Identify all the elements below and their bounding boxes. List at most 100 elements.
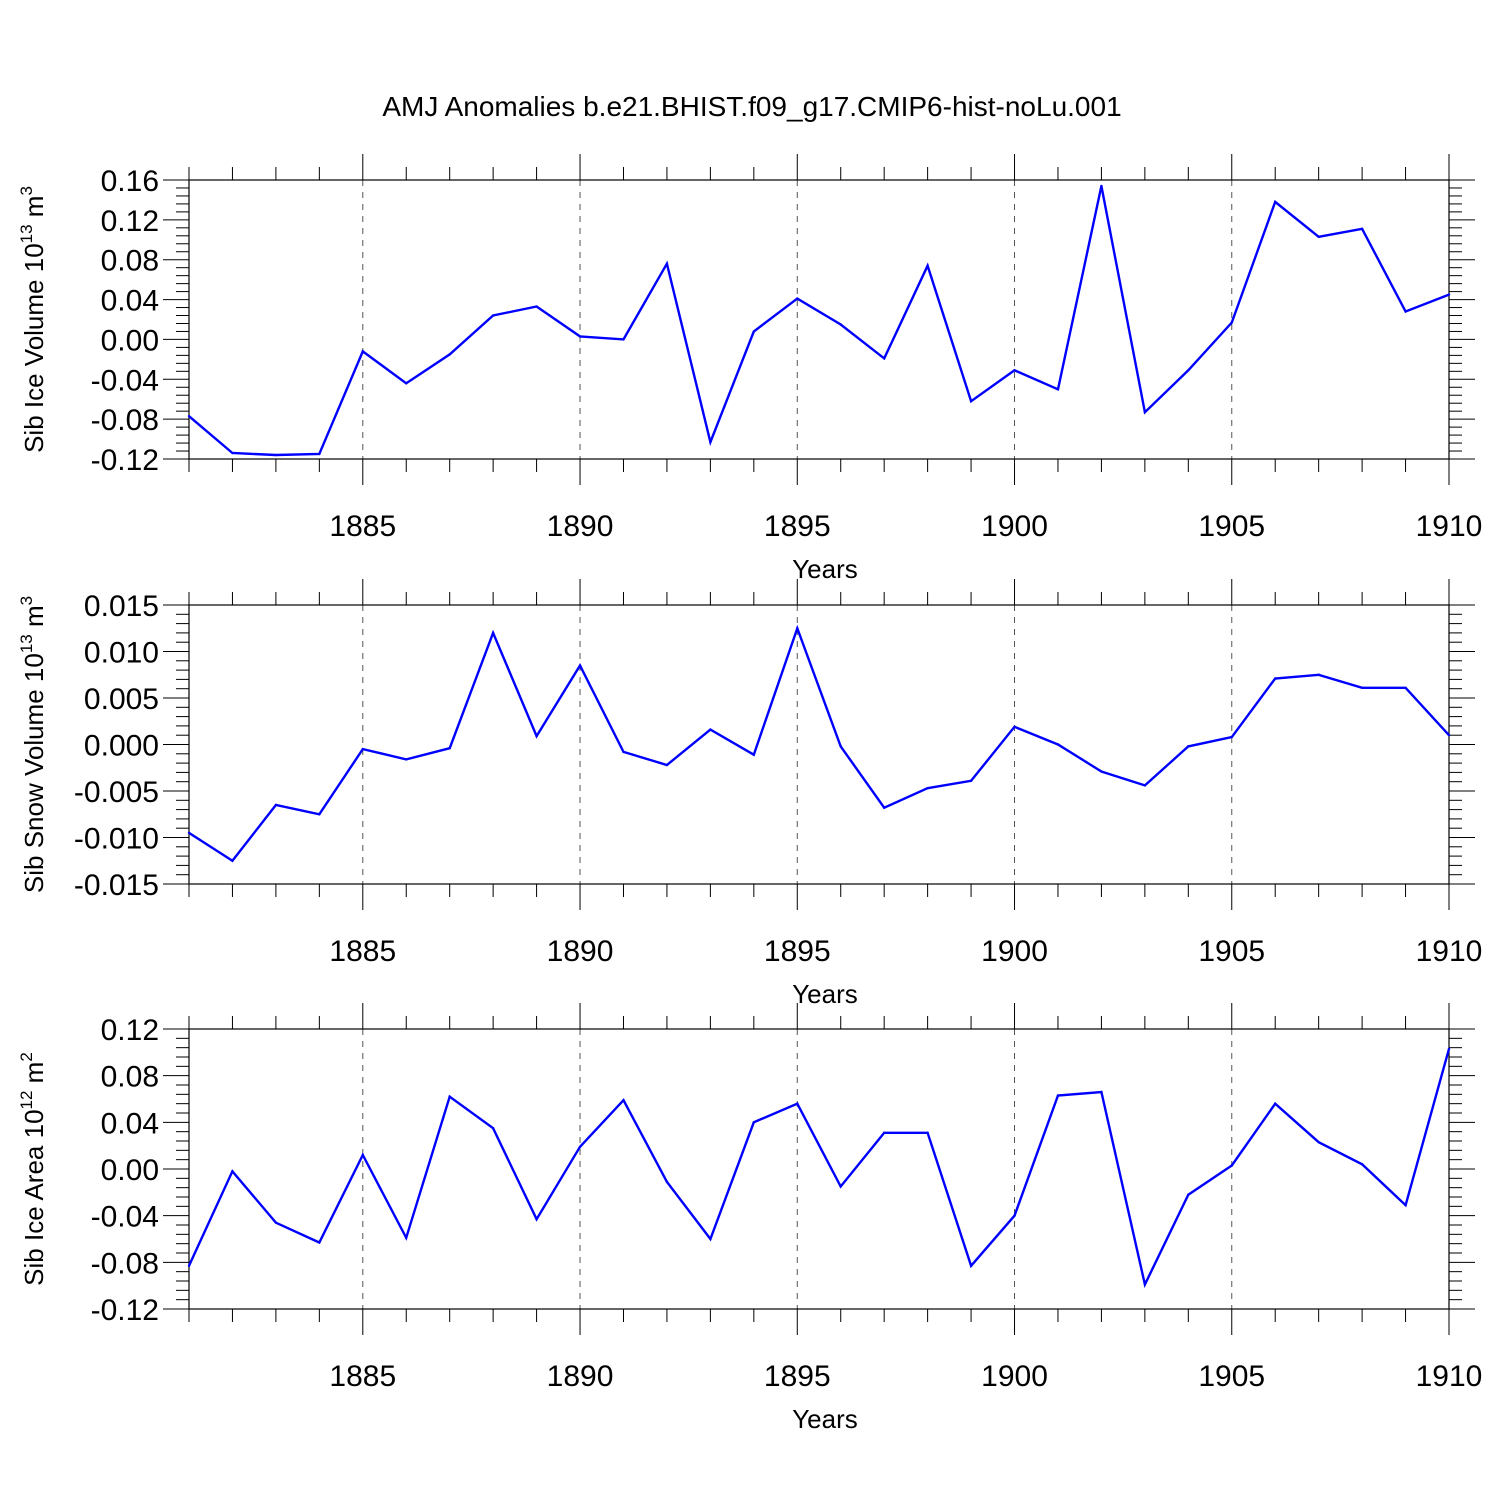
data-point bbox=[361, 1153, 364, 1157]
data-point bbox=[1317, 1140, 1320, 1144]
data-point bbox=[274, 803, 278, 807]
data-point bbox=[1274, 200, 1277, 204]
data-point bbox=[448, 1095, 451, 1098]
data-point bbox=[1230, 735, 1233, 739]
x-tick-label: 1885 bbox=[329, 1360, 396, 1393]
data-point bbox=[1056, 388, 1060, 391]
plot-frame bbox=[188, 1028, 1450, 1310]
data-point bbox=[926, 264, 929, 267]
data-point bbox=[1013, 725, 1016, 729]
data-point bbox=[709, 440, 712, 444]
data-point bbox=[839, 1185, 842, 1188]
data-point bbox=[535, 734, 538, 738]
data-point bbox=[839, 745, 842, 748]
data-point bbox=[796, 1102, 799, 1105]
x-tick-label: 1895 bbox=[764, 1360, 831, 1393]
data-point bbox=[1230, 1164, 1233, 1167]
data-point bbox=[1317, 235, 1320, 238]
figure-title: AMJ Anomalies b.e21.BHIST.f09_g17.CMIP6-… bbox=[382, 91, 1121, 122]
x-tick-label: 1905 bbox=[1198, 510, 1265, 543]
data-point bbox=[405, 758, 408, 761]
data-point bbox=[709, 1237, 712, 1241]
data-point bbox=[1404, 686, 1407, 689]
y-axis-label: Sib Snow Volume 1013 m3 bbox=[17, 596, 49, 893]
data-point bbox=[882, 806, 886, 809]
y-axis-label-exponent: 12 bbox=[17, 1091, 36, 1110]
data-point bbox=[1100, 770, 1103, 773]
data-point bbox=[231, 1170, 234, 1173]
data-point bbox=[622, 750, 625, 754]
y-tick-label: 0.04 bbox=[101, 1107, 159, 1140]
data-point bbox=[405, 1236, 408, 1240]
data-point bbox=[274, 453, 278, 457]
y-axis-label-exponent: 3 bbox=[17, 596, 36, 605]
data-point bbox=[839, 323, 842, 326]
data-point bbox=[274, 1221, 278, 1224]
y-tick-label: -0.04 bbox=[91, 1201, 159, 1234]
y-tick-label: -0.08 bbox=[91, 1247, 159, 1280]
y-tick-label: 0.12 bbox=[101, 1014, 159, 1047]
y-tick-label: -0.015 bbox=[74, 869, 159, 902]
data-point bbox=[231, 859, 234, 862]
data-point bbox=[709, 728, 712, 731]
data-point bbox=[796, 297, 799, 300]
y-axis-label-exponent: 2 bbox=[17, 1052, 36, 1061]
x-tick-label: 1910 bbox=[1416, 1360, 1483, 1393]
data-point bbox=[491, 631, 495, 635]
data-point bbox=[1056, 1094, 1060, 1097]
y-tick-label: 0.00 bbox=[101, 1154, 159, 1187]
y-axis-label: Sib Ice Volume 1013 m3 bbox=[17, 186, 49, 453]
data-point bbox=[1404, 1203, 1407, 1207]
y-tick-label: -0.12 bbox=[91, 444, 159, 477]
y-tick-label: -0.04 bbox=[91, 364, 159, 397]
data-point bbox=[318, 452, 321, 456]
data-point bbox=[1274, 677, 1277, 680]
series-line bbox=[187, 1048, 1451, 1289]
data-point bbox=[491, 1126, 495, 1130]
y-tick-label: -0.005 bbox=[74, 776, 159, 809]
data-point bbox=[1143, 784, 1147, 787]
y-tick-label: 0.12 bbox=[101, 205, 159, 238]
data-point bbox=[318, 813, 321, 816]
x-axis-label: Years bbox=[792, 1404, 858, 1434]
y-tick-label: 0.08 bbox=[101, 245, 159, 278]
y-axis-label-text: Sib Ice Area 10 bbox=[19, 1109, 49, 1285]
data-point bbox=[491, 314, 495, 317]
data-point bbox=[1317, 673, 1320, 676]
data-point bbox=[361, 350, 364, 353]
chart-panel-2: -0.015 -0.010 -0.005 0.000 0.005 0.010 0.015 18… bbox=[17, 579, 1482, 1009]
data-point bbox=[1143, 1283, 1147, 1286]
y-tick-label: 0.000 bbox=[84, 730, 159, 763]
data-point bbox=[665, 262, 669, 265]
x-tick-label: 1900 bbox=[981, 510, 1048, 543]
y-axis-label-exponent: 13 bbox=[17, 634, 36, 653]
data-point bbox=[1187, 369, 1190, 372]
data-point bbox=[752, 330, 756, 333]
data-point bbox=[1056, 743, 1060, 746]
x-tick-label: 1885 bbox=[329, 935, 396, 968]
y-tick-label: 0.08 bbox=[101, 1061, 159, 1094]
y-axis-label-text: Sib Ice Volume 10 bbox=[19, 243, 49, 453]
data-point bbox=[448, 747, 451, 750]
data-point bbox=[1447, 734, 1451, 737]
data-point bbox=[926, 787, 929, 790]
data-point bbox=[318, 1241, 321, 1244]
y-axis-label-text: m bbox=[19, 196, 49, 225]
x-tick-label: 1885 bbox=[329, 510, 396, 543]
data-point bbox=[578, 335, 582, 338]
data-point bbox=[535, 1217, 538, 1221]
y-tick-label: 0.16 bbox=[101, 165, 159, 198]
data-point bbox=[665, 763, 669, 767]
y-tick-label: -0.12 bbox=[91, 1294, 159, 1327]
plot-frame bbox=[188, 179, 1450, 460]
data-point bbox=[752, 1121, 756, 1124]
y-tick-label: -0.08 bbox=[91, 404, 159, 437]
data-point bbox=[969, 1264, 973, 1268]
data-point bbox=[1274, 1102, 1277, 1105]
y-axis-label-exponent: 13 bbox=[17, 224, 36, 243]
data-point bbox=[1360, 1163, 1364, 1166]
data-point bbox=[1447, 293, 1451, 296]
data-point bbox=[1404, 310, 1407, 313]
data-point bbox=[1013, 1214, 1016, 1217]
data-point bbox=[1143, 410, 1147, 414]
